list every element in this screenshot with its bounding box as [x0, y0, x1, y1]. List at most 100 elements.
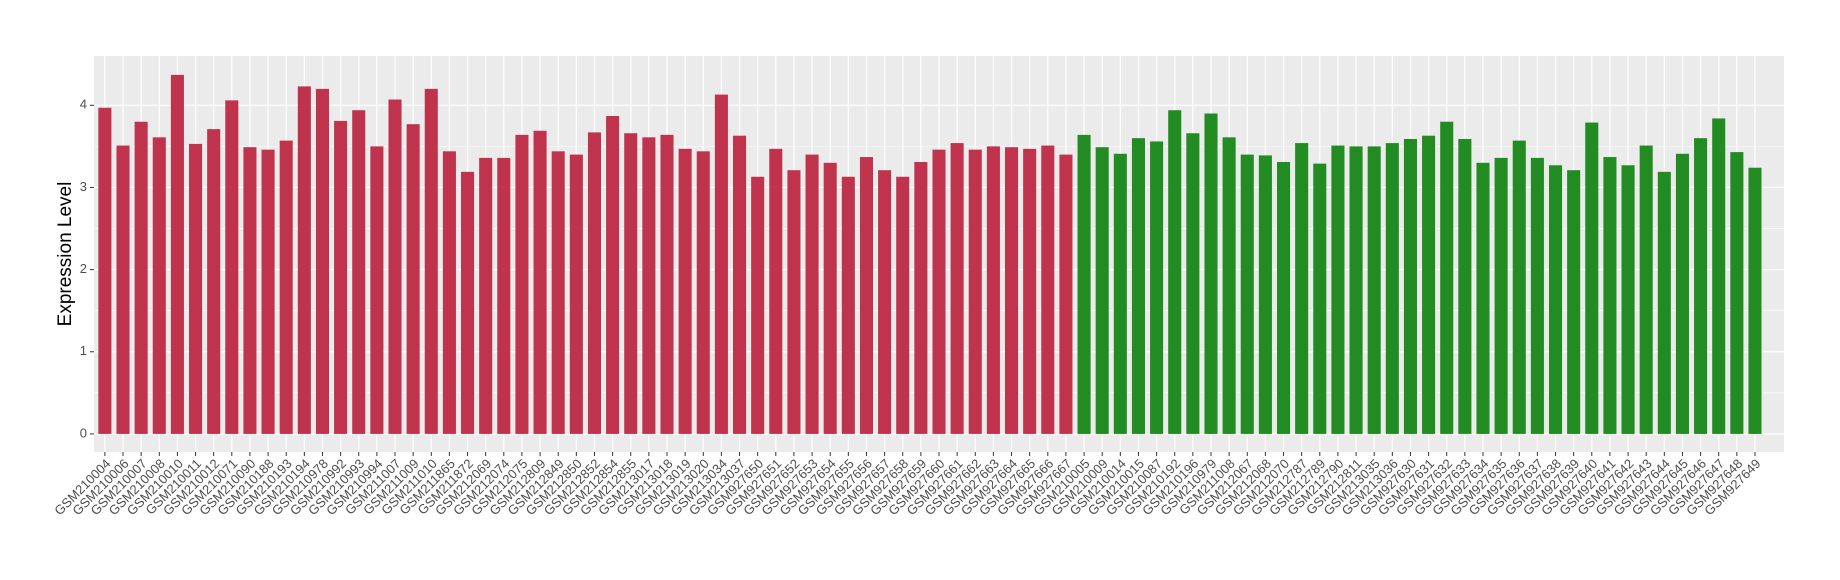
bar	[1748, 167, 1762, 434]
bar	[1494, 157, 1508, 434]
bar	[424, 88, 438, 434]
bar	[533, 130, 547, 434]
bar	[261, 149, 275, 434]
bar	[1150, 141, 1164, 434]
bar	[1222, 137, 1236, 434]
bar	[1367, 146, 1381, 434]
bar	[1349, 146, 1363, 434]
bar	[1385, 143, 1399, 434]
bar	[1675, 153, 1689, 434]
bar	[1458, 138, 1472, 434]
bar	[1567, 170, 1581, 434]
bar	[1694, 138, 1708, 434]
bar	[116, 145, 130, 434]
bar	[624, 133, 638, 434]
bar	[1730, 152, 1744, 434]
bar	[1548, 165, 1563, 434]
bar	[1041, 145, 1055, 434]
bar	[823, 162, 837, 434]
bar	[1204, 113, 1218, 434]
y-tick-label: 2	[80, 261, 87, 276]
bar	[479, 157, 493, 434]
bar	[841, 176, 855, 434]
bar	[442, 151, 456, 434]
bar	[497, 157, 511, 434]
bar	[225, 100, 239, 434]
bar	[1657, 171, 1671, 434]
bar	[152, 137, 166, 434]
bar	[733, 135, 747, 434]
bar	[1095, 147, 1109, 434]
bar	[1585, 122, 1599, 434]
bar	[1258, 155, 1272, 434]
bar	[1113, 153, 1127, 434]
bar	[189, 143, 203, 434]
bar	[1240, 154, 1254, 434]
y-tick-label: 4	[80, 97, 87, 112]
bar	[279, 140, 293, 434]
bar	[297, 86, 311, 434]
bar	[914, 161, 928, 434]
bar	[1313, 163, 1327, 434]
bar	[370, 146, 384, 434]
bar	[1639, 145, 1653, 434]
bar	[642, 137, 656, 434]
bar	[315, 88, 330, 434]
bar	[932, 149, 946, 434]
bar	[660, 134, 674, 434]
bar	[950, 143, 964, 434]
bar	[968, 149, 982, 434]
y-tick-label: 3	[80, 179, 87, 194]
bar	[1422, 135, 1436, 434]
bar	[134, 121, 148, 434]
bar	[352, 110, 366, 434]
bar	[515, 134, 529, 434]
bar	[243, 147, 257, 434]
bar	[878, 170, 892, 434]
bar	[1277, 161, 1291, 434]
bar	[334, 120, 348, 434]
bar	[1712, 118, 1726, 434]
bar	[1512, 140, 1526, 434]
bar	[714, 94, 728, 434]
bar	[769, 148, 783, 434]
bar	[805, 154, 819, 434]
bar	[388, 99, 402, 434]
bar	[1005, 147, 1019, 434]
bar	[696, 151, 710, 434]
bar	[1131, 138, 1145, 434]
bar	[859, 157, 873, 434]
bar	[461, 171, 475, 434]
bar	[1331, 145, 1345, 434]
bar	[1295, 143, 1309, 434]
bar	[1023, 148, 1037, 434]
bar	[207, 129, 221, 434]
bar	[787, 170, 801, 434]
bar	[1530, 157, 1544, 434]
bar	[1440, 121, 1454, 434]
bar	[170, 74, 184, 434]
bar	[1621, 165, 1635, 434]
bar	[1403, 138, 1417, 434]
bar	[1603, 157, 1617, 434]
bar	[1077, 134, 1091, 434]
bar	[606, 115, 620, 434]
bar	[569, 154, 583, 434]
bar	[1476, 162, 1490, 434]
bar	[678, 148, 692, 434]
bar	[587, 132, 601, 434]
bar	[896, 176, 910, 434]
bar	[1059, 154, 1073, 434]
bar	[986, 146, 1000, 434]
bar	[751, 176, 765, 434]
bar	[98, 107, 112, 434]
y-tick-label: 1	[80, 343, 87, 358]
bar	[1186, 133, 1200, 434]
bar	[551, 151, 565, 434]
bar	[1168, 110, 1182, 434]
y-axis-title: Expression Level	[55, 182, 76, 327]
bar	[406, 124, 420, 434]
y-tick-label: 0	[80, 425, 87, 440]
